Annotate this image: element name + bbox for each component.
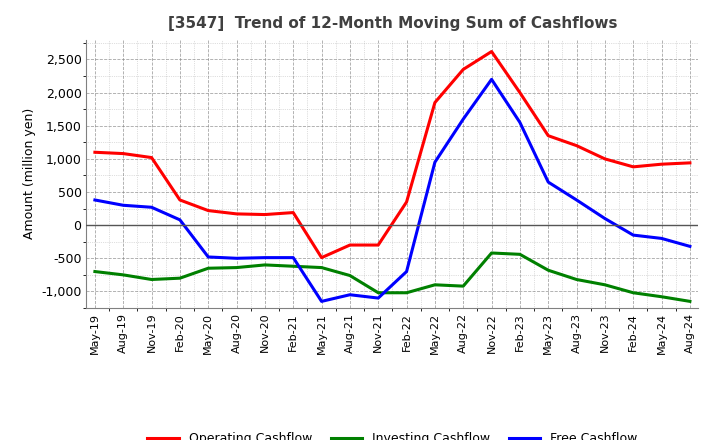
Investing Cashflow (374, 290, 382, 295)
Investing Cashflow (657, 294, 666, 299)
Operating Cashflow (176, 197, 184, 202)
Investing Cashflow (487, 250, 496, 256)
Operating Cashflow (119, 151, 127, 156)
Free Cashflow (261, 255, 269, 260)
Free Cashflow (346, 292, 354, 297)
Operating Cashflow (204, 208, 212, 213)
Operating Cashflow (629, 164, 637, 169)
Operating Cashflow (431, 100, 439, 105)
Title: [3547]  Trend of 12-Month Moving Sum of Cashflows: [3547] Trend of 12-Month Moving Sum of C… (168, 16, 617, 32)
Investing Cashflow (204, 266, 212, 271)
Operating Cashflow (91, 150, 99, 155)
Investing Cashflow (318, 265, 326, 270)
Free Cashflow (289, 255, 297, 260)
Operating Cashflow (289, 210, 297, 215)
Free Cashflow (657, 236, 666, 241)
Investing Cashflow (572, 277, 581, 282)
Free Cashflow (204, 254, 212, 260)
Investing Cashflow (148, 277, 156, 282)
Investing Cashflow (289, 264, 297, 269)
Operating Cashflow (374, 242, 382, 248)
Free Cashflow (91, 197, 99, 202)
Free Cashflow (544, 180, 552, 185)
Free Cashflow (600, 216, 609, 221)
Operating Cashflow (459, 67, 467, 72)
Free Cashflow (685, 244, 694, 249)
Legend: Operating Cashflow, Investing Cashflow, Free Cashflow: Operating Cashflow, Investing Cashflow, … (143, 427, 642, 440)
Operating Cashflow (685, 160, 694, 165)
Investing Cashflow (119, 272, 127, 278)
Operating Cashflow (600, 156, 609, 161)
Free Cashflow (402, 269, 411, 274)
Line: Operating Cashflow: Operating Cashflow (95, 51, 690, 258)
Operating Cashflow (346, 242, 354, 248)
Operating Cashflow (657, 161, 666, 167)
Line: Free Cashflow: Free Cashflow (95, 79, 690, 301)
Investing Cashflow (516, 252, 524, 257)
Operating Cashflow (318, 255, 326, 260)
Free Cashflow (176, 217, 184, 223)
Free Cashflow (148, 205, 156, 210)
Free Cashflow (318, 299, 326, 304)
Investing Cashflow (629, 290, 637, 295)
Operating Cashflow (516, 90, 524, 95)
Investing Cashflow (431, 282, 439, 287)
Free Cashflow (516, 120, 524, 125)
Investing Cashflow (459, 283, 467, 289)
Investing Cashflow (685, 299, 694, 304)
Operating Cashflow (402, 199, 411, 205)
Operating Cashflow (487, 49, 496, 54)
Operating Cashflow (148, 155, 156, 160)
Investing Cashflow (600, 282, 609, 287)
Investing Cashflow (544, 268, 552, 273)
Operating Cashflow (544, 133, 552, 138)
Operating Cashflow (572, 143, 581, 148)
Free Cashflow (233, 256, 241, 261)
Free Cashflow (487, 77, 496, 82)
Investing Cashflow (346, 273, 354, 278)
Investing Cashflow (176, 275, 184, 281)
Free Cashflow (374, 295, 382, 301)
Operating Cashflow (233, 211, 241, 216)
Investing Cashflow (91, 269, 99, 274)
Free Cashflow (119, 203, 127, 208)
Investing Cashflow (261, 262, 269, 268)
Free Cashflow (572, 197, 581, 202)
Free Cashflow (459, 117, 467, 122)
Free Cashflow (431, 160, 439, 165)
Free Cashflow (629, 232, 637, 238)
Investing Cashflow (233, 265, 241, 270)
Y-axis label: Amount (million yen): Amount (million yen) (22, 108, 35, 239)
Operating Cashflow (261, 212, 269, 217)
Investing Cashflow (402, 290, 411, 295)
Line: Investing Cashflow: Investing Cashflow (95, 253, 690, 301)
